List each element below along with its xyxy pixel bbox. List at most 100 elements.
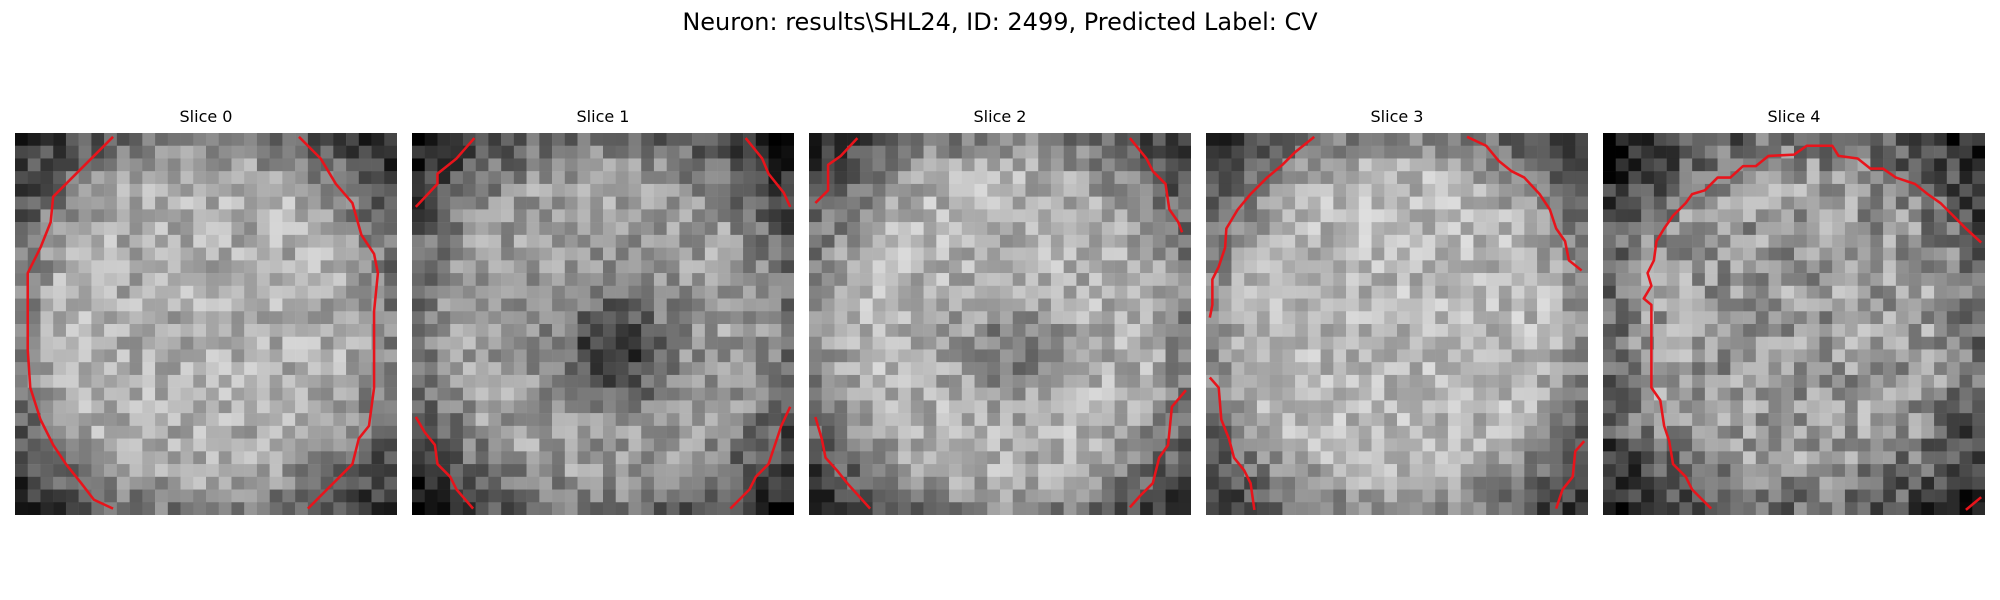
voxel — [590, 400, 604, 414]
voxel — [1562, 374, 1576, 388]
voxel — [1832, 476, 1846, 490]
voxel — [27, 362, 41, 376]
voxel — [577, 425, 591, 439]
voxel — [653, 133, 667, 146]
voxel — [1768, 476, 1782, 490]
voxel — [15, 400, 28, 414]
voxel — [885, 145, 899, 159]
voxel — [1050, 222, 1064, 236]
voxel — [1000, 285, 1013, 299]
voxel — [1717, 311, 1731, 325]
voxel — [218, 222, 232, 236]
voxel — [961, 387, 975, 401]
voxel — [910, 387, 924, 401]
voxel — [847, 183, 861, 197]
voxel — [590, 273, 604, 287]
voxel — [923, 234, 937, 248]
voxel — [1473, 133, 1487, 146]
voxel — [666, 183, 680, 197]
voxel — [475, 247, 489, 261]
voxel — [1692, 145, 1706, 159]
voxel — [717, 476, 731, 490]
voxel — [1883, 476, 1897, 490]
voxel — [116, 209, 130, 223]
voxel — [1755, 133, 1769, 146]
voxel — [142, 362, 156, 376]
voxel — [1908, 222, 1922, 236]
voxel — [358, 336, 372, 350]
voxel — [1320, 145, 1334, 159]
voxel — [552, 273, 566, 287]
voxel — [1282, 502, 1296, 515]
voxel — [371, 438, 385, 452]
voxel — [590, 476, 604, 490]
voxel — [730, 145, 744, 159]
voxel — [1498, 234, 1512, 248]
voxel — [307, 209, 321, 223]
voxel — [526, 260, 540, 274]
voxel — [1152, 438, 1166, 452]
voxel — [1819, 476, 1833, 490]
voxel — [1666, 298, 1680, 312]
voxel — [809, 273, 822, 287]
voxel — [603, 273, 616, 287]
voxel — [412, 336, 425, 350]
voxel — [809, 298, 822, 312]
voxel — [193, 336, 207, 350]
voxel — [1114, 476, 1128, 490]
voxel — [231, 451, 245, 465]
voxel — [231, 285, 245, 299]
voxel — [1384, 311, 1398, 325]
voxel — [1524, 285, 1538, 299]
voxel — [1101, 247, 1115, 261]
voxel — [1218, 387, 1232, 401]
voxel — [1460, 387, 1474, 401]
voxel — [1692, 425, 1706, 439]
voxel — [1806, 145, 1820, 159]
voxel — [1050, 476, 1064, 490]
voxel — [1295, 171, 1309, 185]
voxel — [256, 260, 270, 274]
voxel — [424, 464, 438, 478]
voxel — [1140, 298, 1154, 312]
voxel — [898, 133, 912, 146]
voxel — [180, 374, 194, 388]
voxel — [1603, 158, 1616, 172]
voxel — [1101, 362, 1115, 376]
voxel — [129, 196, 143, 210]
voxel — [1666, 349, 1680, 363]
voxel — [1844, 438, 1858, 452]
voxel — [1384, 374, 1398, 388]
voxel — [256, 247, 270, 261]
voxel — [142, 209, 156, 223]
voxel — [1844, 196, 1858, 210]
voxel — [821, 133, 835, 146]
voxel — [1358, 209, 1372, 223]
voxel — [1346, 476, 1360, 490]
voxel — [898, 171, 912, 185]
voxel — [424, 158, 438, 172]
voxel — [577, 311, 591, 325]
voxel — [1743, 438, 1757, 452]
voxel — [1422, 171, 1436, 185]
contour-line — [729, 406, 792, 510]
voxel — [129, 298, 143, 312]
voxel — [358, 324, 372, 337]
voxel — [450, 183, 464, 197]
voxel — [768, 209, 782, 223]
voxel — [1114, 158, 1128, 172]
voxel — [231, 413, 245, 427]
voxel — [1615, 145, 1629, 159]
voxel — [1641, 158, 1655, 172]
voxel — [256, 324, 270, 337]
voxel — [384, 387, 397, 401]
voxel — [1089, 260, 1103, 274]
voxel — [1076, 133, 1090, 146]
voxel — [91, 400, 105, 414]
voxel — [577, 298, 591, 312]
voxel — [437, 183, 451, 197]
voxel — [1346, 374, 1360, 388]
voxel — [1806, 298, 1820, 312]
voxel — [1946, 451, 1960, 465]
voxel — [1628, 451, 1642, 465]
